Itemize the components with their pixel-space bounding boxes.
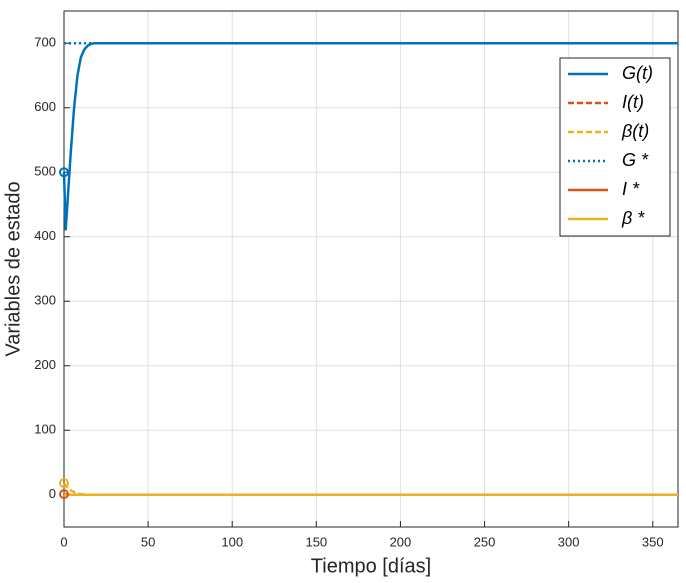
legend-label: G(t) — [622, 63, 653, 83]
y-tick-label: 200 — [34, 357, 56, 372]
y-tick-label: 0 — [49, 486, 56, 501]
y-tick-label: 300 — [34, 293, 56, 308]
x-tick-label: 200 — [390, 534, 412, 549]
y-tick-label: 600 — [34, 99, 56, 114]
x-tick-label: 150 — [305, 534, 327, 549]
y-axis-label: Variables de estado — [2, 181, 24, 356]
y-tick-label: 500 — [34, 164, 56, 179]
start-marker — [59, 167, 69, 178]
legend-label: I(t) — [622, 92, 644, 112]
start-marker — [59, 489, 69, 500]
legend-label: β * — [621, 208, 645, 228]
legend-label: G * — [622, 150, 649, 170]
axes-box — [63, 10, 679, 528]
x-tick-label: 350 — [642, 534, 664, 549]
x-tick-label: 0 — [60, 534, 67, 549]
legend-label: I * — [622, 179, 640, 199]
legend-box — [559, 57, 671, 237]
y-tick-label: 700 — [34, 35, 56, 50]
x-tick-label: 100 — [221, 534, 243, 549]
legend: G(t) I(t) β(t) G * I * β * — [559, 57, 671, 237]
y-tick-label: 100 — [34, 422, 56, 437]
x-tick-label: 300 — [558, 534, 580, 549]
x-axis-label: Tiempo [días] — [311, 555, 431, 577]
start-marker — [59, 478, 69, 489]
x-tick-label: 250 — [474, 534, 496, 549]
legend-label: β(t) — [621, 121, 649, 141]
x-tick-label: 50 — [141, 534, 155, 549]
y-tick-label: 400 — [34, 228, 56, 243]
